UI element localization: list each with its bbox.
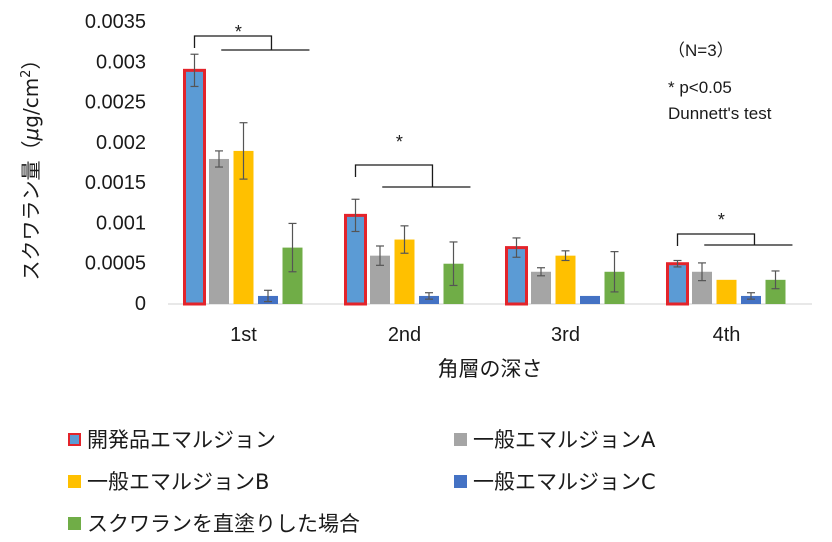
y-tick-label: 0 — [135, 293, 146, 315]
legend-swatch-series-2 — [454, 432, 467, 446]
x-axis-label: 角層の深さ — [438, 357, 543, 381]
bar — [741, 295, 761, 304]
bar — [580, 295, 600, 304]
significance-star: * — [235, 22, 242, 42]
bar — [692, 271, 712, 304]
legend-label-series-4: 一般エマルジョンC — [473, 470, 656, 494]
bar — [531, 271, 551, 304]
bar — [419, 295, 439, 304]
y-tick-label: 0.0015 — [85, 172, 146, 194]
legend-label-series-1: 開発品エマルジョン — [87, 428, 276, 452]
error-bars — [190, 53, 780, 303]
test-name-label: Dunnett's test — [668, 104, 772, 123]
significance-star: * — [396, 132, 403, 152]
legend-item-series-2: 一般エマルジョンA — [454, 424, 655, 454]
x-tick-label: 1st — [230, 324, 257, 346]
bar — [666, 262, 689, 306]
y-tick-label: 0.0025 — [85, 92, 146, 114]
bar — [555, 255, 576, 304]
p-value-label: * p<0.05 — [668, 78, 732, 97]
legend-item-series-3: 一般エマルジョンB — [68, 466, 269, 496]
sample-size-label: （N=3） — [668, 41, 734, 60]
x-tick-label: 2nd — [388, 324, 421, 346]
bars — [183, 68, 786, 306]
bar — [394, 239, 415, 304]
significance-bracket — [193, 35, 273, 50]
legend-item-series-1: 開発品エマルジョン — [68, 424, 276, 454]
legend-swatch-series-3 — [68, 474, 81, 488]
significance-star: * — [718, 210, 725, 230]
legend-label-series-3: 一般エマルジョンB — [87, 470, 270, 494]
bar — [183, 68, 206, 306]
y-tick-label: 0.0035 — [85, 11, 146, 33]
x-axis-ticks: 1st 2nd 3rd 4th — [230, 324, 740, 346]
y-tick-label: 0.003 — [96, 51, 146, 73]
y-axis-label: スクワラン量（μg/cm2） — [19, 50, 43, 281]
x-tick-label: 3rd — [551, 324, 580, 346]
y-tick-label: 0.001 — [96, 212, 146, 234]
bar-chart: 0 0.0005 0.001 0.0015 0.002 0.0025 0.003 0.0035… — [19, 11, 812, 381]
y-tick-label: 0.0005 — [85, 253, 146, 275]
legend: 開発品エマルジョン 一般エマルジョンA 一般エマルジョンB 一般エマルジョンC … — [68, 420, 808, 540]
legend-label-series-5: スクワランを直塗りした場合 — [87, 512, 360, 536]
legend-item-series-4: 一般エマルジョンC — [454, 466, 656, 496]
legend-item-series-5: スクワランを直塗りした場合 — [68, 508, 360, 538]
y-axis-ticks: 0 0.0005 0.001 0.0015 0.002 0.0025 0.003 0.0035 — [85, 11, 146, 315]
bar — [716, 279, 737, 304]
bar — [209, 158, 229, 304]
x-tick-label: 4th — [713, 324, 741, 346]
significance-brackets: * * * — [193, 22, 793, 246]
bar — [370, 255, 390, 304]
y-tick-label: 0.002 — [96, 132, 146, 154]
bar — [765, 279, 786, 304]
legend-swatch-series-5 — [68, 516, 81, 530]
bar — [282, 247, 303, 304]
significance-bracket — [354, 164, 434, 187]
legend-swatch-series-1 — [68, 432, 81, 446]
legend-swatch-series-4 — [454, 474, 467, 488]
significance-bracket — [676, 233, 756, 246]
legend-label-series-2: 一般エマルジョンA — [473, 428, 656, 452]
bar — [233, 150, 254, 304]
